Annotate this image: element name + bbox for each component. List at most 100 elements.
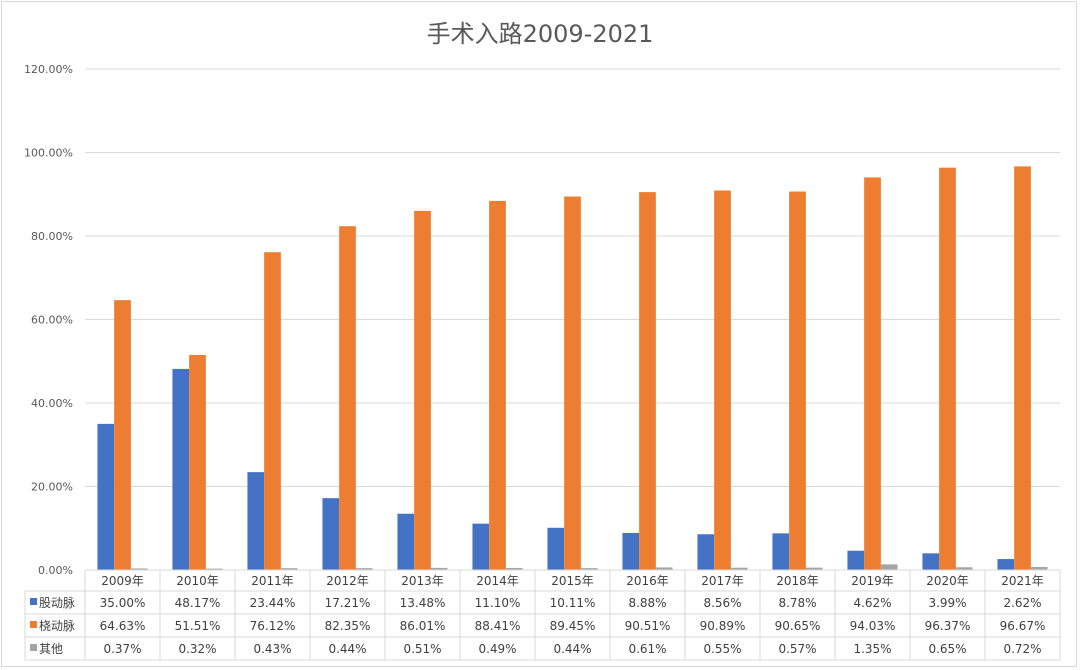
data-label: 64.63% bbox=[100, 619, 146, 633]
bar-桡动脉-2017年 bbox=[714, 190, 731, 571]
bar-桡动脉-2009年 bbox=[114, 300, 131, 570]
bar-其他-2017年 bbox=[730, 567, 748, 570]
data-label: 17.21% bbox=[325, 596, 371, 610]
bar-其他-2020年 bbox=[955, 567, 973, 570]
legend-key-0 bbox=[30, 598, 37, 605]
y-tick-label: 100.00% bbox=[24, 147, 73, 160]
bar-股动脉-2014年 bbox=[472, 523, 490, 570]
category-label: 2011年 bbox=[251, 574, 294, 588]
data-label: 94.03% bbox=[850, 619, 896, 633]
bar-桡动脉-2016年 bbox=[639, 192, 656, 571]
bar-桡动脉-2018年 bbox=[789, 191, 806, 570]
legend-label: 桡动脉 bbox=[39, 618, 75, 633]
data-label: 10.11% bbox=[550, 596, 596, 610]
category-label: 2010年 bbox=[176, 574, 219, 588]
data-label: 0.65% bbox=[928, 642, 966, 656]
bar-桡动脉-2015年 bbox=[564, 196, 581, 570]
bar-股动脉-2018年 bbox=[772, 533, 790, 570]
y-tick-label: 40.00% bbox=[31, 397, 73, 410]
category-label: 2021年 bbox=[1001, 574, 1044, 588]
data-label: 3.99% bbox=[928, 596, 966, 610]
bar-其他-2015年 bbox=[580, 568, 598, 570]
bar-股动脉-2020年 bbox=[922, 553, 940, 570]
y-tick-label: 0.00% bbox=[38, 564, 73, 577]
category-label: 2015年 bbox=[551, 574, 594, 588]
bar-股动脉-2012年 bbox=[322, 498, 340, 570]
bar-其他-2011年 bbox=[280, 568, 298, 570]
data-label: 90.51% bbox=[625, 619, 671, 633]
y-tick-label: 20.00% bbox=[31, 481, 73, 494]
data-label: 96.37% bbox=[925, 619, 971, 633]
data-label: 76.12% bbox=[250, 619, 296, 633]
bar-其他-2018年 bbox=[805, 567, 823, 570]
category-label: 2012年 bbox=[326, 574, 369, 588]
bar-桡动脉-2012年 bbox=[339, 226, 356, 570]
data-label: 1.35% bbox=[853, 642, 891, 656]
data-label: 13.48% bbox=[400, 596, 446, 610]
bar-股动脉-2015年 bbox=[547, 527, 565, 570]
chart-title: 手术入路2009-2021 bbox=[427, 20, 654, 48]
data-label: 8.88% bbox=[628, 596, 666, 610]
data-label: 0.37% bbox=[103, 642, 141, 656]
data-label: 51.51% bbox=[175, 619, 221, 633]
y-tick-label: 60.00% bbox=[31, 314, 73, 327]
legend-key-2 bbox=[30, 644, 37, 651]
bar-其他-2009年 bbox=[130, 568, 148, 570]
category-label: 2014年 bbox=[476, 574, 519, 588]
bar-股动脉-2009年 bbox=[97, 423, 115, 570]
data-label: 48.17% bbox=[175, 596, 221, 610]
legend-key-1 bbox=[30, 621, 37, 628]
category-label: 2016年 bbox=[626, 574, 669, 588]
bar-其他-2016年 bbox=[655, 567, 673, 570]
data-label: 88.41% bbox=[475, 619, 521, 633]
data-label: 0.49% bbox=[478, 642, 516, 656]
data-label: 4.62% bbox=[853, 596, 891, 610]
legend-label: 股动脉 bbox=[39, 595, 75, 610]
bar-桡动脉-2019年 bbox=[864, 177, 881, 570]
bar-桡动脉-2011年 bbox=[264, 252, 281, 570]
data-label: 0.61% bbox=[628, 642, 666, 656]
category-label: 2009年 bbox=[101, 574, 144, 588]
data-label: 96.67% bbox=[1000, 619, 1046, 633]
bar-股动脉-2011年 bbox=[247, 472, 265, 570]
category-label: 2013年 bbox=[401, 574, 444, 588]
bar-桡动脉-2014年 bbox=[489, 200, 506, 570]
data-label: 0.57% bbox=[778, 642, 816, 656]
category-label: 2019年 bbox=[851, 574, 894, 588]
bar-桡动脉-2013年 bbox=[414, 210, 431, 570]
legend-label: 其他 bbox=[39, 642, 63, 656]
bar-股动脉-2021年 bbox=[997, 559, 1015, 570]
bar-桡动脉-2010年 bbox=[189, 354, 206, 570]
data-label: 0.44% bbox=[328, 642, 366, 656]
data-label: 90.89% bbox=[700, 619, 746, 633]
data-label: 35.00% bbox=[100, 596, 146, 610]
y-tick-label: 80.00% bbox=[31, 230, 73, 243]
data-label: 23.44% bbox=[250, 596, 296, 610]
bar-其他-2019年 bbox=[880, 564, 898, 570]
category-label: 2020年 bbox=[926, 574, 969, 588]
bar-其他-2012年 bbox=[355, 568, 373, 570]
data-label: 8.78% bbox=[778, 596, 816, 610]
data-label: 11.10% bbox=[475, 596, 521, 610]
bar-桡动脉-2021年 bbox=[1014, 166, 1031, 570]
data-label: 82.35% bbox=[325, 619, 371, 633]
data-label: 0.55% bbox=[703, 642, 741, 656]
bar-股动脉-2013年 bbox=[397, 513, 415, 570]
data-label: 8.56% bbox=[703, 596, 741, 610]
data-label: 0.51% bbox=[403, 642, 441, 656]
bar-股动脉-2010年 bbox=[172, 368, 190, 570]
bar-其他-2014年 bbox=[505, 567, 523, 570]
category-label: 2018年 bbox=[776, 574, 819, 588]
bar-股动脉-2016年 bbox=[622, 532, 640, 570]
category-label: 2017年 bbox=[701, 574, 744, 588]
bar-股动脉-2019年 bbox=[847, 550, 865, 570]
data-label: 0.32% bbox=[178, 642, 216, 656]
data-label: 2.62% bbox=[1003, 596, 1041, 610]
bar-股动脉-2017年 bbox=[697, 534, 715, 570]
data-label: 90.65% bbox=[775, 619, 821, 633]
data-label: 86.01% bbox=[400, 619, 446, 633]
y-tick-label: 120.00% bbox=[24, 63, 73, 76]
bar-其他-2021年 bbox=[1030, 566, 1048, 570]
data-label: 0.72% bbox=[1003, 642, 1041, 656]
